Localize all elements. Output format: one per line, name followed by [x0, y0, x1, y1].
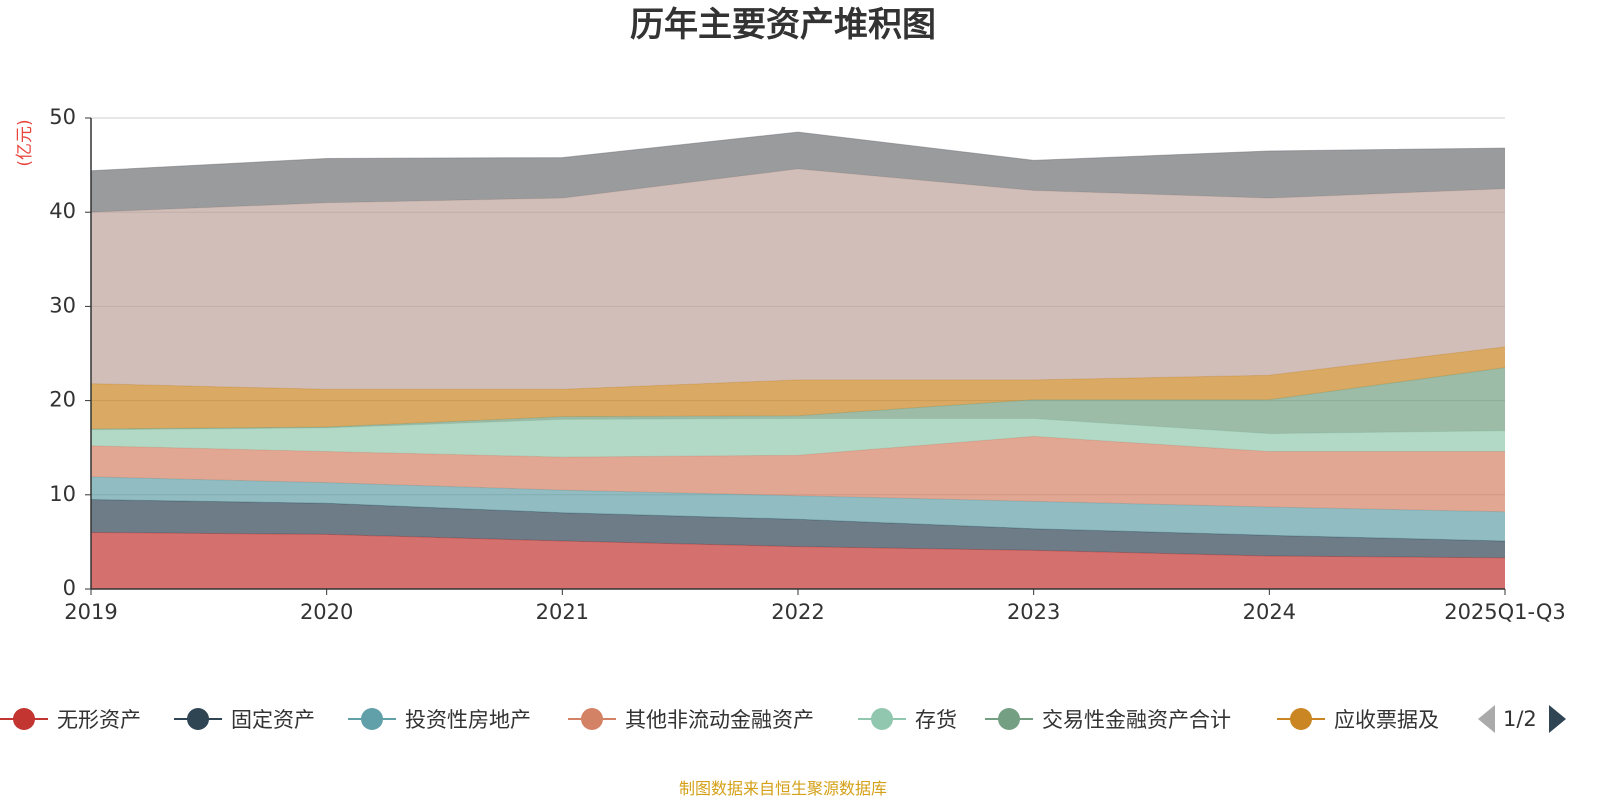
legend-marker-icon	[174, 704, 222, 734]
chart-title: 历年主要资产堆积图	[630, 5, 936, 45]
legend-label: 投资性房地产	[405, 708, 531, 732]
x-tick-label: 2019	[64, 600, 117, 624]
legend-item[interactable]: 投资性房地产	[348, 704, 531, 734]
area-series-2	[91, 499, 1505, 558]
legend-marker-icon	[348, 704, 396, 734]
legend-item[interactable]: 存货	[858, 704, 957, 734]
legend-item[interactable]: 交易性金融资产合计	[985, 704, 1231, 734]
legend-marker-icon	[858, 704, 906, 734]
area-series-7	[91, 346, 1505, 429]
x-tick-label: 2025Q1-Q3	[1444, 600, 1566, 624]
x-tick-label: 2024	[1243, 600, 1296, 624]
pager-next-icon[interactable]	[1548, 705, 1566, 733]
area-series-5	[91, 418, 1505, 458]
y-tick-label: 50	[49, 105, 76, 129]
y-tick-label: 30	[49, 293, 76, 317]
y-axis-label: (亿元)	[15, 119, 35, 166]
y-tick-label: 20	[49, 388, 76, 412]
area-series-8	[91, 168, 1505, 390]
legend-item[interactable]: 应收票据及	[1277, 704, 1439, 734]
y-tick-label: 40	[49, 199, 76, 223]
legend-item[interactable]: 其他非流动金融资产	[568, 704, 814, 734]
area-series-1	[91, 532, 1505, 589]
legend-marker-icon	[568, 704, 616, 734]
legend-label: 无形资产	[57, 708, 141, 732]
legend-pager: 1/2	[1478, 704, 1566, 734]
pager-prev-icon[interactable]	[1478, 705, 1495, 733]
legend-label: 其他非流动金融资产	[625, 708, 814, 732]
area-series-3	[91, 476, 1505, 541]
area-series-9	[91, 132, 1505, 213]
x-tick-label: 2022	[771, 600, 824, 624]
legend-item[interactable]: 固定资产	[174, 704, 315, 734]
x-tick-label: 2023	[1007, 600, 1060, 624]
legend-label: 应收票据及	[1334, 708, 1439, 732]
area-series-6	[91, 367, 1505, 434]
area-series-9-edge	[90, 131, 1506, 172]
y-tick-label: 0	[63, 576, 76, 600]
legend-marker-icon	[985, 704, 1033, 734]
legend-page-indicator: 1/2	[1503, 707, 1537, 731]
area-series-layer	[90, 131, 1506, 589]
legend-label: 存货	[915, 708, 957, 732]
legend-item[interactable]: 无形资产	[0, 704, 141, 734]
x-tick-label: 2021	[536, 600, 589, 624]
area-series-4	[91, 436, 1505, 512]
legend-label: 固定资产	[231, 708, 315, 732]
legend-marker-icon	[1277, 704, 1325, 734]
legend-label: 交易性金融资产合计	[1042, 708, 1231, 732]
legend-marker-icon	[0, 704, 48, 734]
x-tick-label: 2020	[300, 600, 353, 624]
axes: 0 10 20 30 40 50 2019 2020 2021 2022 2023 2024 2025Q…	[49, 105, 1566, 624]
y-tick-label: 10	[49, 482, 76, 506]
data-source-note: 制图数据来自恒生聚源数据库	[678, 779, 887, 798]
